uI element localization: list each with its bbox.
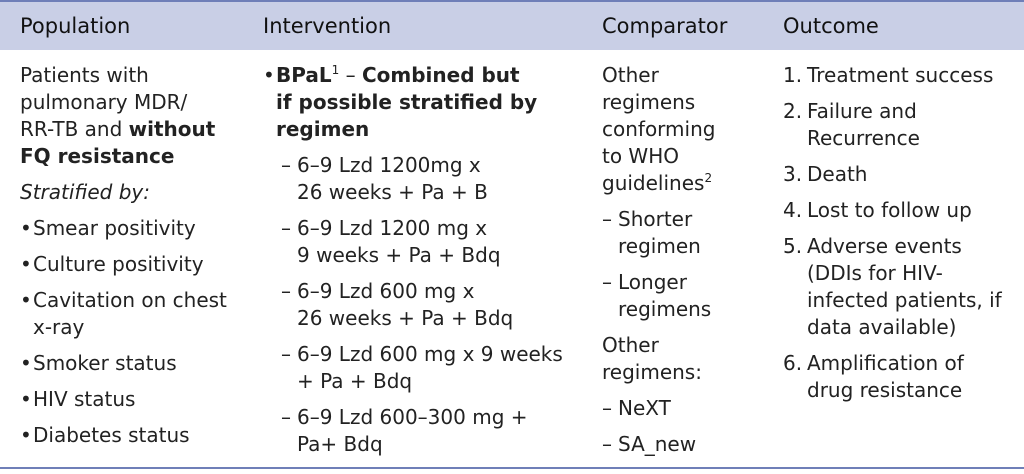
list-item: • Diabetes status [20,423,190,447]
comparator-intro: Other regimens conforming to WHO guideli… [602,63,716,195]
table-header: Population Intervention Comparator Outco… [0,0,1024,50]
list-item: –6–9 Lzd 600 mg x 9 weeks + Pa + Bdq [281,342,563,393]
list-item: • HIV status [20,387,136,411]
population-intro: Patients with pulmonary MDR/ RR-TB and w… [20,63,216,168]
intervention-title: • BPaL1 – Combined but if possible strat… [263,63,538,141]
list-item: 2. Failure and Recurrence [783,99,920,150]
intervention-column: • BPaL1 – Combined but if possible strat… [263,62,583,467]
list-item: –6–9 Lzd 1200mg x 26 weeks + Pa + B [281,153,488,204]
bottom-rule [0,467,1024,469]
list-item: 3. Death [783,162,868,186]
list-item: – SA_new [602,432,697,456]
list-item: 6. Amplification of drug resistance [783,351,964,402]
stratified-label: Stratified by: [20,180,150,204]
outcome-column: 1. Treatment success 2. Failure and Recurre… [783,62,1013,413]
list-item: – Shorter regimen [602,207,701,258]
list-item: • Culture positivity [20,252,204,276]
list-item: –6–9 Lzd 600–300 mg + Pa+ Bdq [281,405,528,456]
list-item: 1. Treatment success [783,63,994,87]
header-population: Population [20,14,131,38]
list-item: 5. Adverse events (DDIs for HIV-infected p… [783,234,1002,339]
header-intervention: Intervention [263,14,392,38]
list-item: – NeXT [602,396,671,420]
list-item: • Cavitation on chest x-ray [20,288,227,339]
list-item: • Smear positivity [20,216,196,240]
list-item: – Longer regimens [602,270,712,321]
header-comparator: Comparator [602,14,728,38]
header-outcome: Outcome [783,14,879,38]
list-item: • Smoker status [20,351,177,375]
list-item: 4. Lost to follow up [783,198,972,222]
comparator-column: Other regimens conforming to WHO guideli… [602,62,772,467]
comparator-other: Other regimens: [602,333,702,384]
population-column: Patients with pulmonary MDR/ RR-TB and w… [20,62,255,458]
list-item: –6–9 Lzd 600 mg x 26 weeks + Pa + Bdq [281,279,514,330]
